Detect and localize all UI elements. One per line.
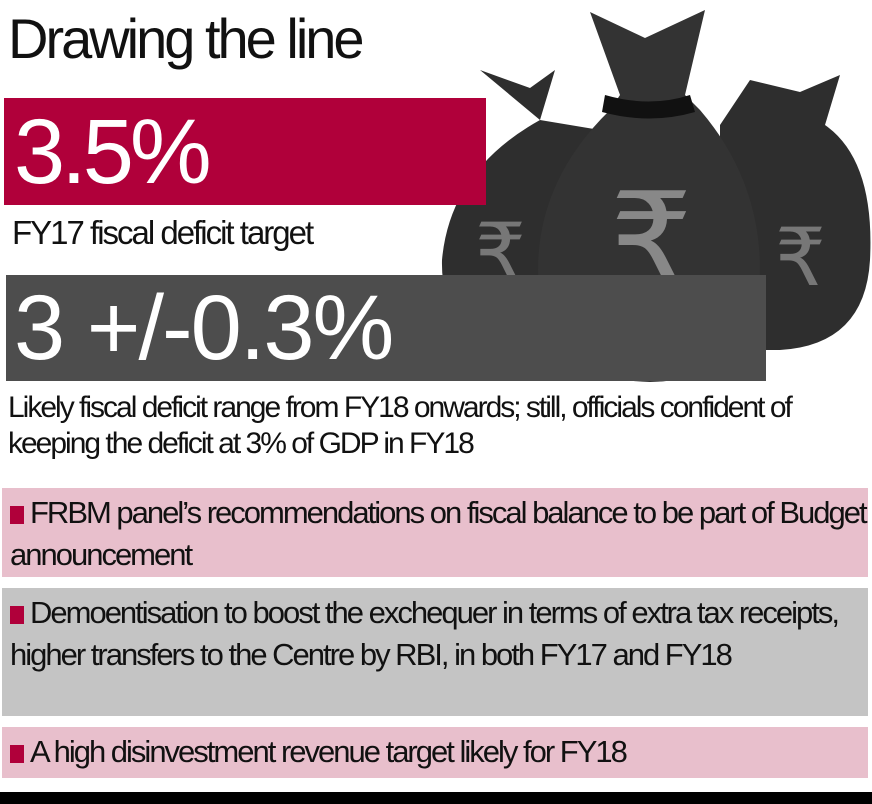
fy18-range-value: 3 +/-0.3% — [14, 277, 394, 379]
point-item: A high disinvestment revenue target like… — [2, 727, 868, 778]
fy17-target-caption: FY17 fiscal deficit target — [12, 214, 314, 251]
fy17-target-bar — [4, 98, 486, 205]
bullet-square-icon — [10, 745, 24, 763]
fy18-range-bar — [6, 275, 766, 381]
fy17-target-value: 3.5% — [14, 101, 212, 203]
page-title: Drawing the line — [8, 7, 365, 70]
bullet-square-icon — [10, 606, 24, 624]
fy18-range-caption: Likely fiscal deficit range from FY18 on… — [8, 391, 793, 460]
point-item: FRBM panel’s recommendations on fiscal b… — [2, 488, 868, 577]
svg-text:₹: ₹ — [775, 211, 826, 304]
footer-rule — [0, 792, 872, 804]
bullet-square-icon — [10, 506, 24, 524]
point-item: Demoentisation to boost the exchequer in… — [2, 588, 868, 716]
